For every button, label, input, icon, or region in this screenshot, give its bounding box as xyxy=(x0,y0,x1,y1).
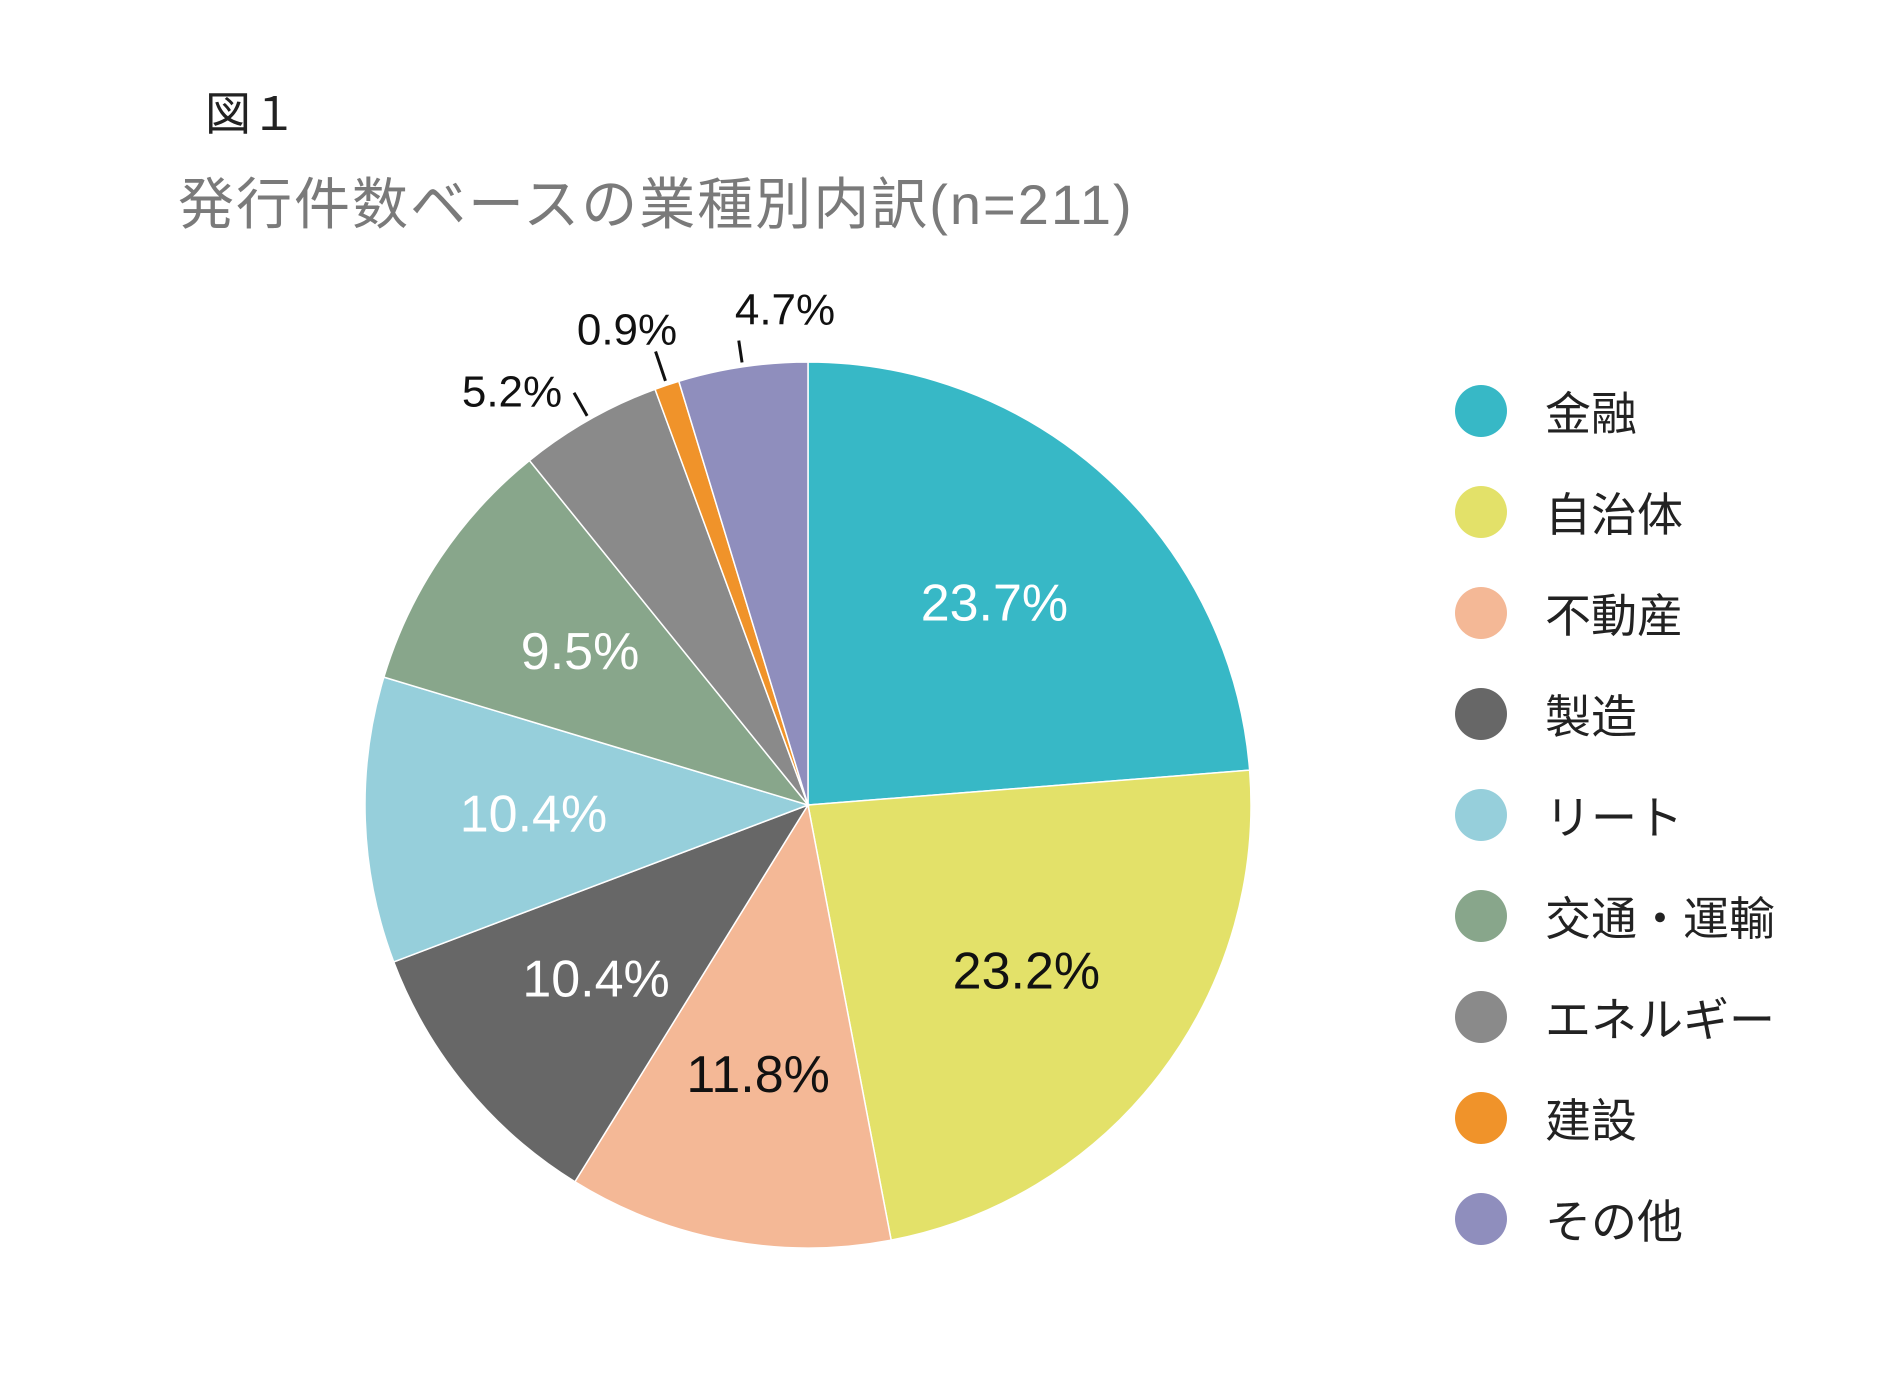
legend-item-3: 製造 xyxy=(1455,663,1775,764)
chart-title: 発行件数ベースの業種別内訳(n=211) xyxy=(178,173,1134,236)
slice-label-5: 9.5% xyxy=(521,623,640,681)
legend-item-4: リート xyxy=(1455,764,1775,865)
legend-item-7: 建設 xyxy=(1455,1067,1775,1168)
legend-item-0: 金融 xyxy=(1455,360,1775,461)
legend-label: 建設 xyxy=(1545,1094,1637,1147)
legend-label: 不動産 xyxy=(1545,589,1683,642)
pie-slice-6 xyxy=(528,388,809,806)
pie-slice-8 xyxy=(677,361,809,806)
legend-swatch xyxy=(1455,384,1507,437)
leader-line-8 xyxy=(737,340,744,363)
legend-label: リート xyxy=(1545,791,1683,844)
pie-slice-2 xyxy=(573,802,893,1249)
pie-slice-0 xyxy=(807,361,1251,806)
legend-item-1: 自治体 xyxy=(1455,461,1775,562)
legend-swatch xyxy=(1455,889,1507,942)
legend-swatch xyxy=(1455,687,1507,740)
legend-label: 自治体 xyxy=(1545,488,1683,541)
legend-item-5: 交通・運輸 xyxy=(1455,865,1775,966)
legend-label: エネルギー xyxy=(1545,993,1775,1046)
slice-label-2: 11.8% xyxy=(686,1046,830,1104)
pie-slice-5 xyxy=(382,459,811,807)
pie-slice-1 xyxy=(807,769,1252,1241)
slice-label-4: 10.4% xyxy=(460,786,607,844)
slice-label-3: 10.4% xyxy=(522,951,669,1009)
legend-label: その他 xyxy=(1545,1195,1683,1248)
legend-label: 金融 xyxy=(1545,387,1637,440)
legend-item-2: 不動産 xyxy=(1455,562,1775,663)
leader-line-6 xyxy=(572,392,589,417)
pie-slice-4 xyxy=(364,676,811,963)
legend-item-6: エネルギー xyxy=(1455,966,1775,1067)
slice-label-0: 23.7% xyxy=(921,574,1068,632)
legend-swatch xyxy=(1455,586,1507,639)
legend-label: 製造 xyxy=(1545,690,1637,743)
legend-label: 交通・運輸 xyxy=(1545,892,1775,945)
legend-swatch xyxy=(1455,788,1507,841)
slice-label-1: 23.2% xyxy=(953,943,1100,1001)
legend-swatch xyxy=(1455,990,1507,1043)
legend-swatch xyxy=(1455,1192,1507,1245)
legend-item-8: その他 xyxy=(1455,1168,1775,1269)
leader-line-7 xyxy=(654,351,667,382)
chart-legend: 金融自治体不動産製造リート交通・運輸エネルギー建設その他 xyxy=(1455,360,1775,1269)
figure-label: 図１ xyxy=(205,88,297,140)
legend-swatch xyxy=(1455,1091,1507,1144)
slice-label-6: 5.2% xyxy=(462,368,562,417)
legend-swatch xyxy=(1455,485,1507,538)
slice-label-7: 0.9% xyxy=(577,306,677,355)
slice-label-8: 4.7% xyxy=(735,286,835,335)
pie-slice-3 xyxy=(392,803,810,1183)
